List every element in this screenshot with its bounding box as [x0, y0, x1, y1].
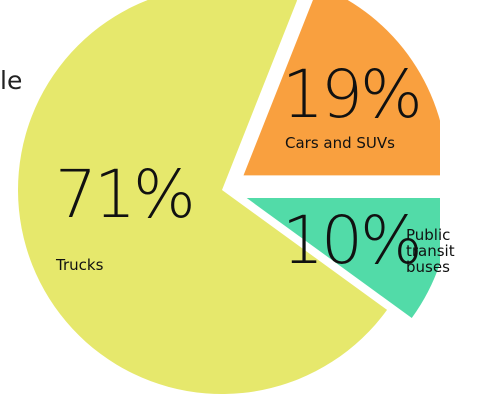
category-label: Public transit buses [406, 226, 455, 276]
pie-slice [246, 198, 440, 318]
pie-slice [18, 0, 388, 394]
value-label: 19% [282, 56, 423, 133]
category-label: Cars and SUVs [285, 134, 395, 152]
pie-slice [243, 0, 440, 176]
value-label: 10% [282, 202, 423, 279]
chart-title: le [0, 66, 23, 95]
value-label: 71% [55, 156, 196, 233]
category-label: Trucks [56, 256, 104, 274]
